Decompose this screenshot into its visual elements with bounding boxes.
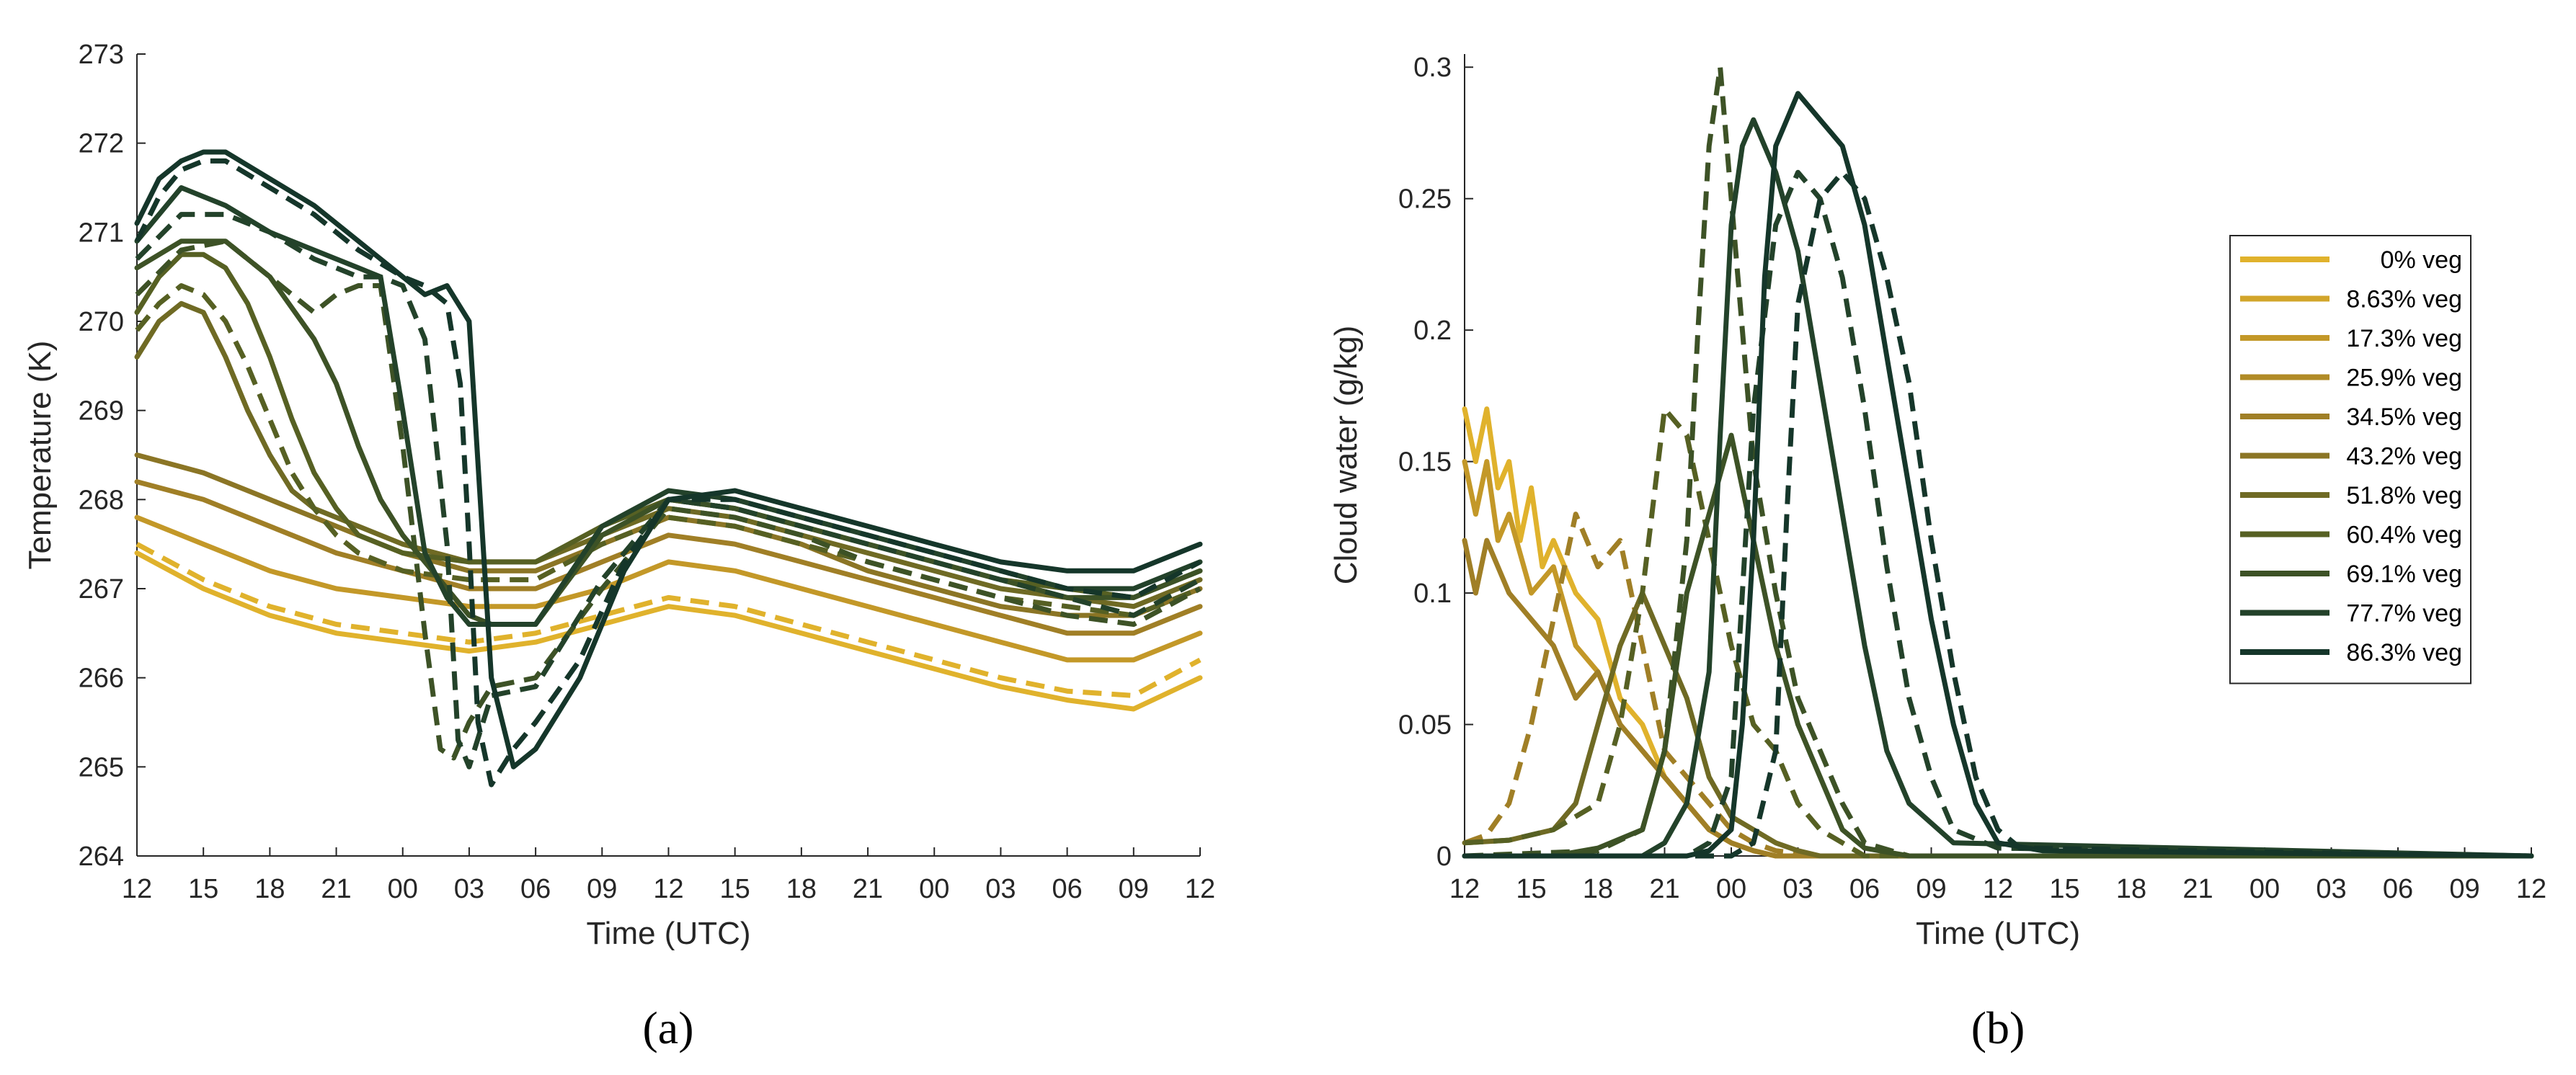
series-line — [134, 550, 1203, 712]
series-line — [1462, 538, 2534, 859]
y-tick-label: 270 — [79, 307, 124, 337]
y-axis-label: Temperature (K) — [22, 341, 58, 570]
series-line — [134, 452, 1203, 618]
series-line — [136, 542, 1202, 698]
x-tick-label: 12 — [1185, 874, 1215, 904]
x-tick-label: 21 — [853, 874, 883, 904]
x-tick-label: 09 — [587, 874, 617, 904]
x-axis-label: Time (UTC) — [586, 916, 750, 951]
series-line — [134, 185, 1203, 627]
series-line — [1462, 117, 2534, 859]
legend: 0% veg 8.63% veg 17.3% veg 25.9% veg 34.5% v… — [2229, 235, 2471, 684]
series-line — [134, 514, 1203, 663]
y-axis-label: Cloud water (g/kg) — [1328, 326, 1364, 584]
legend-label: 77.7% veg — [2346, 600, 2462, 628]
legend-label: 17.3% veg — [2346, 325, 2462, 352]
series-line — [1464, 64, 2531, 859]
y-tick-label: 264 — [79, 842, 124, 872]
x-tick-label: 18 — [254, 874, 285, 904]
series-line — [1463, 512, 2531, 859]
x-tick-label: 15 — [720, 874, 750, 904]
x-tick-label: 21 — [1649, 874, 1679, 904]
y-tick-label: 0.25 — [1398, 184, 1452, 215]
series-line — [1462, 590, 2534, 859]
series-line — [134, 251, 1203, 600]
x-tick-label: 06 — [2383, 874, 2413, 904]
legend-label: 25.9% veg — [2346, 365, 2462, 392]
x-tick-label: 18 — [1583, 874, 1613, 904]
y-tick-label: 0.3 — [1413, 53, 1452, 83]
series-line — [134, 158, 1202, 788]
y-tick-label: 267 — [79, 574, 124, 605]
x-tick-label: 03 — [454, 874, 484, 904]
x-tick-label: 00 — [388, 874, 418, 904]
panel-b: 12 15 18 21 00 03 06 09 12 15 18 21 00 03 06 09 1200.050… — [1328, 53, 2546, 1053]
x-axis-label: Time (UTC) — [1916, 916, 2080, 951]
x-tick-label: 00 — [2249, 874, 2280, 904]
y-tick-label: 0.2 — [1413, 316, 1452, 346]
x-tick-label: 09 — [2449, 874, 2479, 904]
legend-label: 60.4% veg — [2346, 522, 2462, 549]
series-line — [134, 479, 1203, 636]
y-tick-label: 269 — [79, 396, 124, 427]
x-tick-label: 18 — [786, 874, 817, 904]
legend-label: 43.2% veg — [2346, 443, 2462, 470]
x-tick-label: 06 — [520, 874, 551, 904]
legend-label: 34.5% veg — [2346, 403, 2462, 431]
x-tick-label: 03 — [1782, 874, 1813, 904]
y-tick-label: 266 — [79, 664, 124, 694]
x-tick-label: 15 — [2049, 874, 2079, 904]
panel-label: (a) — [642, 1002, 693, 1053]
series-line — [1465, 169, 2532, 859]
x-tick-label: 00 — [1716, 874, 1746, 904]
legend-label: 0% veg — [2381, 246, 2462, 274]
series-line — [134, 149, 1203, 770]
series-line — [1464, 406, 2531, 859]
x-tick-label: 18 — [2116, 874, 2146, 904]
x-tick-label: 06 — [1849, 874, 1880, 904]
x-tick-label: 15 — [1516, 874, 1546, 904]
y-tick-label: 268 — [79, 485, 124, 515]
legend-label: 51.8% veg — [2346, 482, 2462, 509]
panel-a: 12 15 18 21 00 03 06 09 12 15 18 21 00 03 06 09 12264265… — [22, 40, 1215, 1053]
series-line — [135, 212, 1202, 770]
y-tick-label: 0 — [1436, 842, 1452, 872]
series-line — [1465, 169, 2532, 859]
x-tick-label: 12 — [122, 874, 152, 904]
y-tick-label: 265 — [79, 752, 124, 782]
x-tick-label: 12 — [653, 874, 683, 904]
y-tick-label: 0.15 — [1398, 447, 1452, 478]
panel-label: (b) — [1971, 1002, 2025, 1053]
x-tick-label: 15 — [188, 874, 218, 904]
x-tick-label: 12 — [2516, 874, 2546, 904]
x-tick-label: 09 — [1119, 874, 1149, 904]
legend-label: 8.63% veg — [2346, 286, 2462, 313]
y-tick-label: 273 — [79, 40, 124, 70]
legend-box — [2229, 235, 2471, 684]
x-tick-label: 21 — [2182, 874, 2213, 904]
x-tick-label: 00 — [919, 874, 949, 904]
legend-label: 69.1% veg — [2346, 561, 2462, 588]
y-tick-label: 0.05 — [1398, 710, 1452, 741]
x-tick-label: 06 — [1052, 874, 1082, 904]
legend-label: 86.3% veg — [2346, 639, 2462, 666]
x-tick-label: 09 — [1916, 874, 1946, 904]
x-tick-label: 03 — [2316, 874, 2346, 904]
x-tick-label: 03 — [985, 874, 1016, 904]
series-line — [1462, 91, 2534, 859]
y-tick-label: 272 — [79, 129, 124, 159]
series-line — [135, 238, 1202, 761]
x-tick-label: 21 — [321, 874, 351, 904]
x-tick-label: 12 — [1983, 874, 2013, 904]
y-tick-label: 271 — [79, 218, 124, 248]
y-tick-label: 0.1 — [1413, 579, 1452, 609]
x-tick-label: 12 — [1449, 874, 1480, 904]
